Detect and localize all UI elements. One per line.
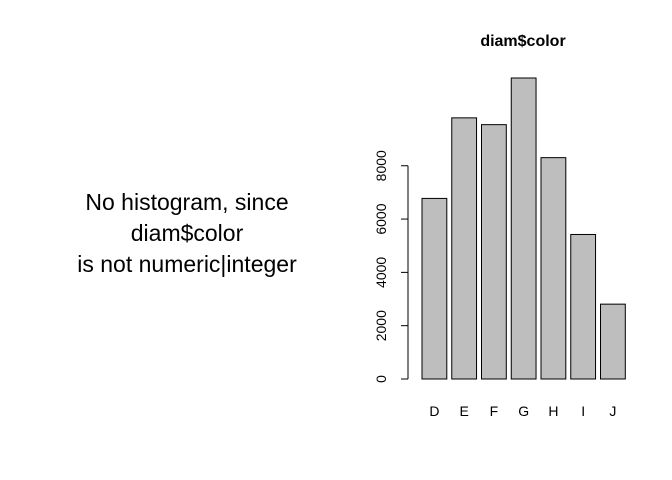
bar-G (510, 77, 537, 380)
x-tick-label-J: J (609, 403, 616, 419)
bar-H (540, 157, 567, 380)
bar-D (421, 197, 448, 380)
bar-F (481, 124, 507, 380)
y-axis: 0 2000 4000 6000 8000 (373, 150, 409, 383)
y-tick-label: 0 (373, 375, 389, 383)
x-tick-label-D: D (429, 403, 439, 419)
x-tick-label-F: F (490, 403, 499, 419)
bars-group (421, 77, 626, 380)
bar-chart: diam$color 0 2000 4000 6000 8000 D E F G H I J (373, 33, 626, 419)
message-line-2: diam$color (130, 220, 244, 246)
x-tick-label-E: E (459, 403, 468, 419)
x-tick-label-I: I (581, 403, 585, 419)
y-tick-label: 6000 (373, 203, 389, 234)
no-histogram-message: No histogram, since diam$color is not nu… (76, 160, 298, 300)
x-tick-labels: D E F G H I J (429, 403, 616, 419)
bar-E (451, 117, 478, 380)
chart-title: diam$color (480, 33, 565, 50)
x-tick-label-G: G (518, 403, 529, 419)
y-tick-label: 4000 (373, 257, 389, 288)
bar-J (600, 303, 626, 380)
message-line-1: No histogram, since (85, 189, 289, 215)
message-line-3: is not numeric|integer (77, 251, 297, 277)
y-tick-label: 2000 (373, 310, 389, 341)
y-tick-label: 8000 (373, 150, 389, 181)
left-panel: No histogram, since diam$color is not nu… (76, 160, 298, 300)
x-tick-label-H: H (548, 403, 558, 419)
bar-I (570, 233, 597, 380)
